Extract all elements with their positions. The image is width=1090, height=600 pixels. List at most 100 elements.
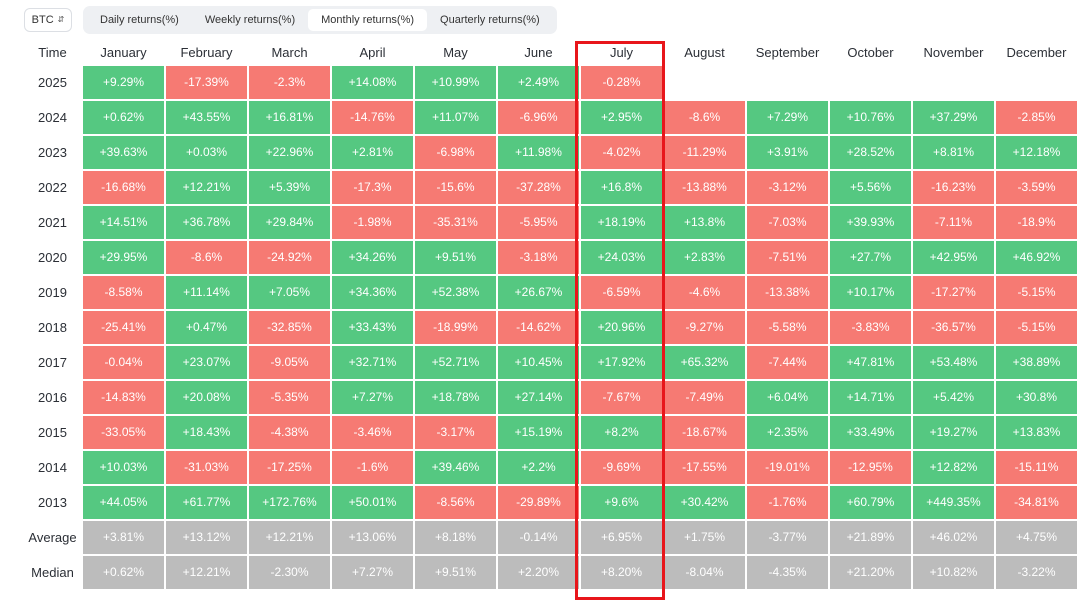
return-value: -13.38% — [747, 276, 828, 309]
return-cell: +12.21% — [248, 520, 331, 555]
year-row-2025: 2025 +9.29% -17.39% -2.3% +14.08% +10.99% +2.4… — [23, 65, 1078, 100]
return-value: -9.27% — [664, 311, 745, 344]
return-value: +14.51% — [83, 206, 164, 239]
month-header-november: November — [923, 45, 984, 60]
return-cell: -4.6% — [663, 275, 746, 310]
return-cell: +29.95% — [82, 240, 165, 275]
asset-select[interactable]: BTC ⇵ — [24, 8, 72, 32]
return-cell: +38.89% — [995, 345, 1078, 380]
return-value: -5.35% — [249, 381, 330, 414]
return-cell: -1.76% — [746, 485, 829, 520]
return-cell: -34.81% — [995, 485, 1078, 520]
return-cell: -3.18% — [497, 240, 580, 275]
year-row-2017: 2017 -0.04% +23.07% -9.05% +32.71% +52.71% +10… — [23, 345, 1078, 380]
return-cell: +18.78% — [414, 380, 497, 415]
return-value: -9.05% — [249, 346, 330, 379]
return-value: +39.46% — [415, 451, 496, 484]
return-value: -4.35% — [747, 556, 828, 589]
return-cell: -6.98% — [414, 135, 497, 170]
tab-quarterly-returns[interactable]: Quarterly returns(%) — [440, 14, 540, 26]
month-header-august: August — [684, 45, 725, 60]
return-value: +50.01% — [332, 486, 413, 519]
return-cell: +16.81% — [248, 100, 331, 135]
year-label: 2025 — [38, 75, 67, 90]
return-value: -14.83% — [83, 381, 164, 414]
return-value: +5.56% — [830, 171, 911, 204]
tab-daily-returns[interactable]: Daily returns(%) — [100, 14, 179, 26]
return-value: +10.82% — [913, 556, 994, 589]
return-cell: -11.29% — [663, 135, 746, 170]
return-value: -4.02% — [581, 136, 662, 169]
summary-row-average: Average +3.81% +13.12% +12.21% +13.06% +8.18%… — [23, 520, 1078, 555]
return-cell: +8.2% — [580, 415, 663, 450]
year-row-2014: 2014 +10.03% -31.03% -17.25% -1.6% +39.46% +2.… — [23, 450, 1078, 485]
return-cell: +52.38% — [414, 275, 497, 310]
return-cell: -5.58% — [746, 310, 829, 345]
return-cell: +39.93% — [829, 205, 912, 240]
return-cell: +50.01% — [331, 485, 414, 520]
return-value: +34.36% — [332, 276, 413, 309]
month-header-june: June — [524, 45, 553, 60]
return-value: +18.19% — [581, 206, 662, 239]
month-header-december: December — [1006, 45, 1067, 60]
tab-weekly-returns[interactable]: Weekly returns(%) — [204, 14, 296, 26]
return-cell: +9.29% — [82, 65, 165, 100]
return-value: -29.89% — [498, 486, 579, 519]
return-cell — [746, 65, 829, 100]
return-value: +13.83% — [996, 416, 1077, 449]
return-value: +12.21% — [166, 556, 247, 589]
return-cell: -0.28% — [580, 65, 663, 100]
return-value: -17.55% — [664, 451, 745, 484]
return-cell: +42.95% — [912, 240, 995, 275]
return-value: -32.85% — [249, 311, 330, 344]
return-cell: -17.39% — [165, 65, 248, 100]
tab-monthly-returns[interactable]: Monthly returns(%) — [308, 9, 428, 31]
return-value: -7.51% — [747, 241, 828, 274]
return-value: +20.08% — [166, 381, 247, 414]
return-cell: -14.76% — [331, 100, 414, 135]
return-cell: +10.03% — [82, 450, 165, 485]
return-value: -2.30% — [249, 556, 330, 589]
return-cell: -3.59% — [995, 170, 1078, 205]
return-value: +13.12% — [166, 521, 247, 554]
return-value: -8.6% — [664, 101, 745, 134]
return-cell: -17.55% — [663, 450, 746, 485]
return-value: +42.95% — [913, 241, 994, 274]
return-value: +5.39% — [249, 171, 330, 204]
return-cell: -4.38% — [248, 415, 331, 450]
return-cell: +34.26% — [331, 240, 414, 275]
return-value: -5.58% — [747, 311, 828, 344]
return-cell: +33.49% — [829, 415, 912, 450]
return-cell: +21.89% — [829, 520, 912, 555]
return-value: -3.12% — [747, 171, 828, 204]
return-value: +2.83% — [664, 241, 745, 274]
return-value: -1.76% — [747, 486, 828, 519]
return-value: -0.04% — [83, 346, 164, 379]
year-row-2016: 2016 -14.83% +20.08% -5.35% +7.27% +18.78% +27… — [23, 380, 1078, 415]
return-cell: +3.81% — [82, 520, 165, 555]
return-value: +10.03% — [83, 451, 164, 484]
return-cell: +5.56% — [829, 170, 912, 205]
return-cell: +2.81% — [331, 135, 414, 170]
return-cell: +23.07% — [165, 345, 248, 380]
return-cell: -18.9% — [995, 205, 1078, 240]
return-cell: +46.92% — [995, 240, 1078, 275]
return-cell: -12.95% — [829, 450, 912, 485]
return-value: -9.69% — [581, 451, 662, 484]
return-cell: +1.75% — [663, 520, 746, 555]
return-value: -5.15% — [996, 311, 1077, 344]
return-value: +12.18% — [996, 136, 1077, 169]
return-cell: +0.47% — [165, 310, 248, 345]
month-header-september: September — [755, 45, 820, 60]
return-cell: +17.92% — [580, 345, 663, 380]
return-value: -17.27% — [913, 276, 994, 309]
year-row-2019: 2019 -8.58% +11.14% +7.05% +34.36% +52.38% +26… — [23, 275, 1078, 310]
return-value: -15.11% — [996, 451, 1077, 484]
return-cell: +11.98% — [497, 135, 580, 170]
month-header-january: January — [100, 45, 147, 60]
return-cell: +26.67% — [497, 275, 580, 310]
return-cell: +14.51% — [82, 205, 165, 240]
year-row-2024: 2024 +0.62% +43.55% +16.81% -14.76% +11.07% -6… — [23, 100, 1078, 135]
return-value: +2.35% — [747, 416, 828, 449]
return-cell: +8.20% — [580, 555, 663, 590]
